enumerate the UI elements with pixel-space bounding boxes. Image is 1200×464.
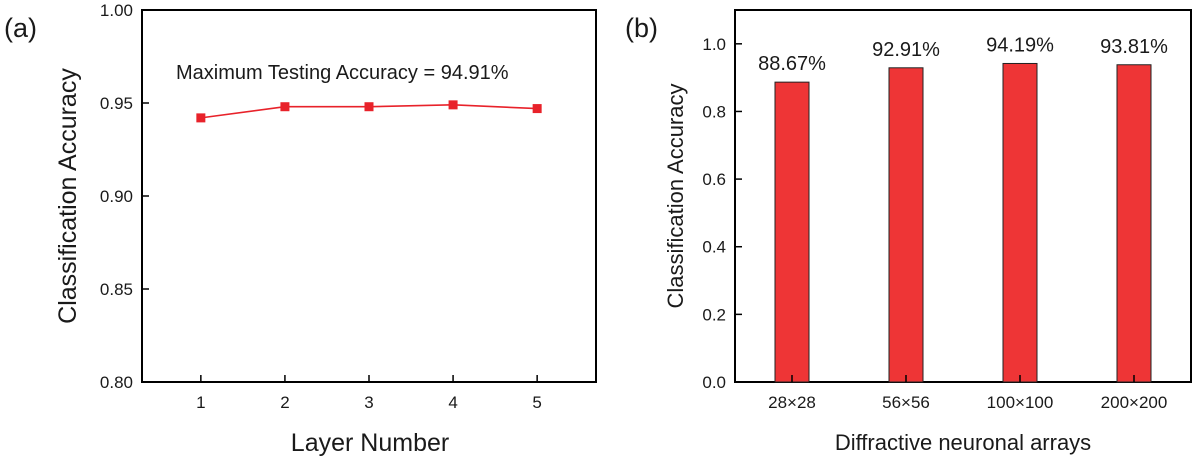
panel-a-label: (a)	[4, 13, 37, 43]
y-tick-label: 1.0	[702, 35, 726, 54]
bar	[888, 67, 924, 383]
x-tick-label: 4	[448, 393, 457, 412]
bar-data-label: 88.67%	[758, 53, 826, 75]
bar-data-label: 92.91%	[872, 39, 940, 61]
data-point	[280, 102, 290, 112]
bar	[774, 81, 810, 383]
y-tick-label: 0.0	[702, 373, 726, 392]
x-tick-label: 200×200	[1101, 393, 1168, 412]
y-tick-label: 0.6	[702, 170, 726, 189]
panel-a-series	[196, 100, 542, 123]
y-tick-label: 0.85	[100, 280, 133, 299]
y-tick-label: 0.4	[702, 238, 726, 257]
panel-b-x-ticks: 28×28 56×56 100×100 200×200	[768, 375, 1167, 412]
panel-a-x-ticks: 1 2 3 4 5	[196, 375, 542, 412]
y-tick-label: 0.90	[100, 187, 133, 206]
bar-data-label: 94.19%	[986, 34, 1054, 56]
panel-b-y-ticks: 0.0 0.2 0.4 0.6 0.8 1.0	[702, 35, 742, 392]
panel-b-y-axis-title: Classification Accuracy	[663, 84, 688, 309]
x-tick-label: 2	[280, 393, 289, 412]
y-tick-label: 0.2	[702, 305, 726, 324]
bar-data-label: 93.81%	[1100, 36, 1168, 58]
data-point	[448, 100, 458, 110]
x-tick-label: 3	[364, 393, 373, 412]
y-tick-label: 0.95	[100, 94, 133, 113]
y-tick-label: 1.00	[100, 1, 133, 20]
data-point	[196, 113, 206, 123]
panel-a-annotation: Maximum Testing Accuracy = 94.91%	[176, 62, 509, 84]
panel-b-label: (b)	[625, 13, 658, 43]
panel-b: (b) 0.0 0.2 0.4 0.6 0.8 1.0 88.67% 92.91% 94.19…	[625, 9, 1192, 455]
x-tick-label: 5	[532, 393, 541, 412]
panel-a-x-axis-title: Layer Number	[291, 429, 449, 457]
panel-a-y-axis-title: Classification Accuracy	[54, 68, 82, 324]
x-tick-label: 28×28	[768, 393, 816, 412]
x-tick-label: 56×56	[882, 393, 930, 412]
y-tick-label: 0.8	[702, 102, 726, 121]
panel-b-x-axis-title: Diffractive neuronal arrays	[835, 430, 1091, 455]
data-point	[364, 102, 374, 112]
x-tick-label: 100×100	[987, 393, 1054, 412]
y-tick-label: 0.80	[100, 373, 133, 392]
bar	[1002, 62, 1038, 383]
panel-a: (a) 0.80 0.85 0.90 0.95 1.00 1 2 3 4 5 Maximum T…	[4, 1, 597, 457]
panel-a-y-ticks: 0.80 0.85 0.90 0.95 1.00	[100, 1, 149, 392]
panel-b-bars: 88.67% 92.91% 94.19% 93.81%	[758, 34, 1168, 383]
data-point	[532, 104, 542, 114]
panel-b-plot-frame	[734, 9, 1192, 383]
x-tick-label: 1	[196, 393, 205, 412]
bar	[1116, 64, 1152, 383]
